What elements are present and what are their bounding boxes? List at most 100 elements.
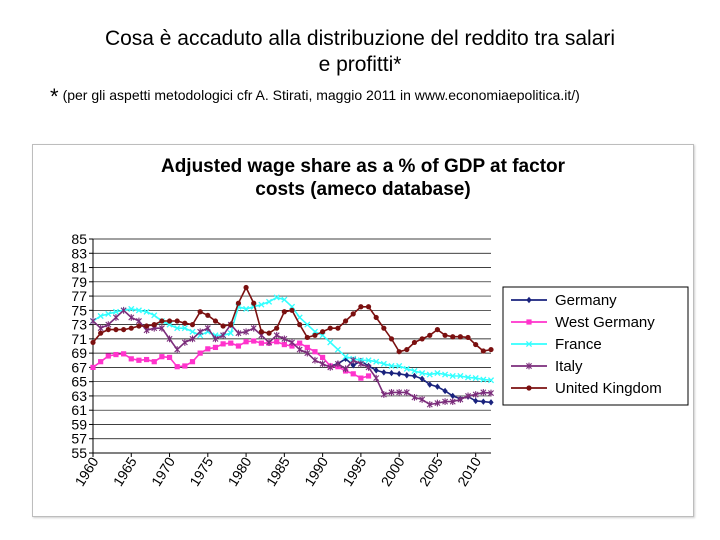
- data-point-france-1973: [189, 328, 196, 335]
- data-point-west-germany-1980: [243, 339, 249, 345]
- data-point-italy-2009: [465, 392, 472, 400]
- legend: [502, 286, 689, 406]
- data-point-united-kingdom-2002: [411, 339, 418, 346]
- data-point-france-1983: [265, 298, 273, 305]
- data-point-germany-2011: [480, 398, 486, 405]
- data-point-west-germany-1968: [151, 359, 157, 365]
- data-point-italy-1977: [220, 331, 227, 339]
- data-point-united-kingdom-1972: [182, 320, 188, 326]
- data-point-united-kingdom-1988: [304, 334, 310, 341]
- data-point-france-1967: [143, 308, 150, 315]
- ytick-label-73: 73: [71, 317, 87, 333]
- data-point-italy-1979: [235, 329, 242, 337]
- data-point-france-1985: [281, 296, 288, 303]
- data-point-west-germany-1973: [189, 359, 196, 365]
- data-point-italy-1964: [120, 306, 127, 314]
- data-point-west-germany-1996: [365, 373, 372, 379]
- data-point-west-germany-1972: [182, 363, 188, 369]
- ytick-label-59: 59: [71, 416, 87, 432]
- data-point-united-kingdom-1987: [297, 322, 303, 328]
- data-point-france-1987: [296, 314, 303, 321]
- data-point-italy-2011: [480, 388, 487, 396]
- ytick-label-79: 79: [71, 274, 87, 290]
- data-point-united-kingdom-1980: [243, 284, 249, 291]
- data-point-united-kingdom-2008: [457, 334, 463, 340]
- data-point-united-kingdom-1977: [220, 323, 226, 329]
- data-point-united-kingdom-1961: [98, 330, 104, 336]
- data-point-germany-2004: [427, 381, 433, 388]
- data-point-italy-1971: [174, 346, 181, 353]
- ytick-label-65: 65: [71, 374, 87, 390]
- data-point-united-kingdom-1989: [312, 332, 318, 338]
- data-point-germany-2002: [411, 372, 418, 380]
- legend-label-germany: Germany: [555, 292, 617, 309]
- data-point-united-kingdom-2003: [419, 336, 425, 342]
- data-point-west-germany-1990: [320, 354, 326, 361]
- data-point-united-kingdom-1973: [189, 322, 196, 328]
- data-point-west-germany-1988: [304, 344, 310, 351]
- data-point-west-germany-1974: [197, 350, 203, 356]
- ytick-label-67: 67: [71, 359, 87, 375]
- data-point-italy-1999: [388, 388, 395, 396]
- data-point-italy-1966: [135, 317, 142, 325]
- ytick-label-57: 57: [71, 431, 87, 447]
- data-point-united-kingdom-1967: [143, 323, 150, 329]
- data-point-germany-2010: [473, 397, 479, 405]
- data-point-united-kingdom-1971: [174, 318, 180, 324]
- data-point-italy-1984: [273, 331, 280, 339]
- data-point-france-2007: [449, 372, 456, 380]
- data-point-west-germany-1982: [258, 340, 264, 346]
- data-point-united-kingdom-1982: [258, 329, 264, 335]
- data-point-west-germany-1961: [98, 359, 104, 365]
- xtick-label-2010: 2010: [454, 454, 484, 489]
- data-point-france-1982: [258, 301, 265, 308]
- data-point-united-kingdom-2011: [480, 348, 486, 354]
- data-point-france-2001: [403, 365, 410, 372]
- data-point-france-2009: [464, 374, 472, 381]
- data-point-west-germany-1981: [251, 338, 257, 344]
- data-point-united-kingdom-1990: [320, 329, 326, 335]
- data-point-west-germany-1994: [350, 371, 356, 377]
- legend-marker-france: [525, 340, 533, 348]
- data-point-united-kingdom-1999: [388, 336, 395, 342]
- ytick-label-69: 69: [71, 345, 87, 361]
- data-point-west-germany-1986: [289, 343, 295, 349]
- ytick-label-63: 63: [71, 388, 87, 404]
- chart-title-line2: costs (ameco database): [255, 179, 471, 200]
- data-point-france-1972: [181, 325, 188, 332]
- data-point-united-kingdom-1964: [121, 326, 127, 333]
- data-point-italy-1973: [189, 335, 196, 343]
- data-point-france-2003: [419, 370, 426, 377]
- series-line-west-germany: [92, 340, 369, 379]
- data-point-italy-2005: [434, 399, 441, 407]
- data-point-germany-2003: [419, 375, 425, 383]
- data-point-france-1968: [151, 312, 158, 319]
- data-point-france-2012: [487, 377, 495, 384]
- data-point-france-1996: [365, 357, 372, 364]
- data-point-united-kingdom-2009: [465, 334, 471, 341]
- legend-marker-italy: [526, 362, 532, 370]
- data-point-west-germany-1976: [212, 344, 219, 351]
- ytick-label-71: 71: [71, 331, 87, 347]
- data-point-italy-1989: [311, 356, 318, 364]
- xtick-label-1985: 1985: [263, 454, 293, 489]
- data-point-west-germany-1984: [274, 339, 280, 345]
- data-point-france-2002: [411, 367, 418, 375]
- data-point-italy-1975: [204, 324, 211, 332]
- data-point-germany-2006: [442, 387, 448, 395]
- xtick-label-1980: 1980: [225, 454, 255, 489]
- data-point-france-2011: [480, 376, 487, 383]
- subtitle-text: (per gli aspetti metodologici cfr A. Sti…: [62, 87, 580, 103]
- data-point-italy-1963: [112, 314, 119, 321]
- slide-title: Cosa è accaduto alla distribuzione del r…: [20, 26, 700, 78]
- data-point-germany-2012: [488, 399, 494, 406]
- data-point-france-2000: [396, 362, 403, 370]
- data-point-italy-1988: [304, 349, 311, 357]
- data-point-united-kingdom-2005: [434, 326, 441, 333]
- chart-title-line1: Adjusted wage share as a % of GDP at fac…: [160, 156, 566, 177]
- legend-marker-germany: [526, 296, 532, 304]
- data-point-west-germany-1965: [128, 356, 134, 362]
- data-point-france-1984: [273, 294, 280, 301]
- data-point-italy-2004: [426, 401, 433, 408]
- xtick-label-1970: 1970: [148, 454, 178, 489]
